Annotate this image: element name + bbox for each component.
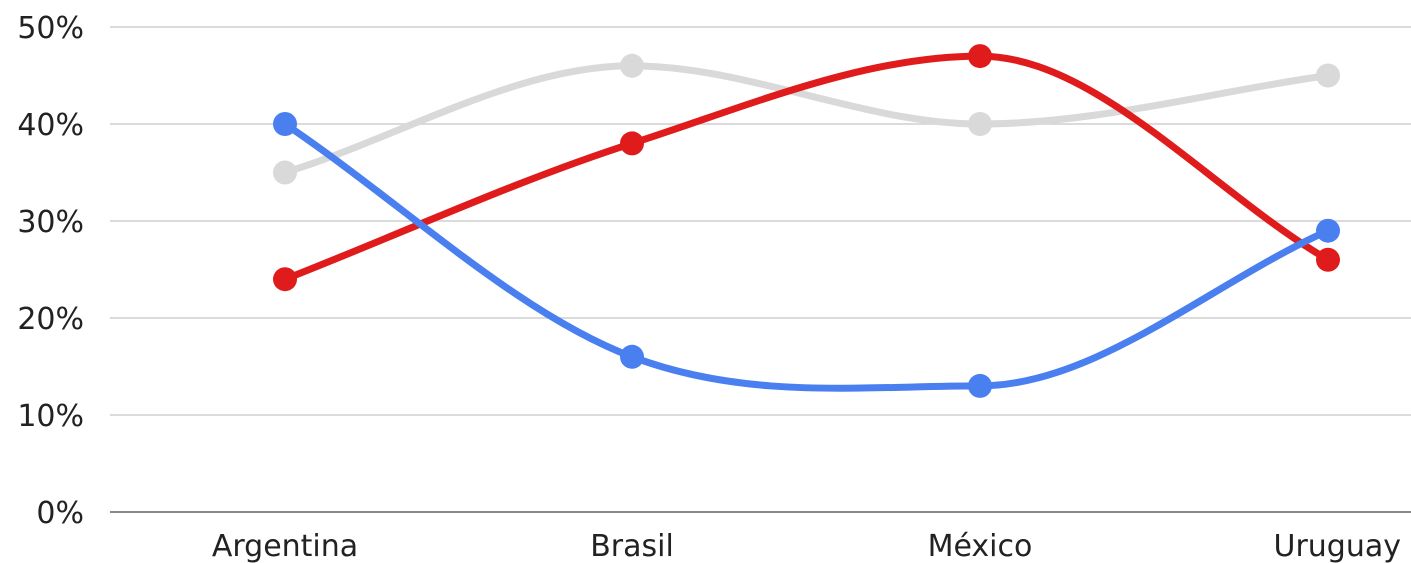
grid-lines [110,26,1411,416]
series-3-point-argentina [273,112,297,136]
x-axis-tick-labels: Argentina Brasil México Uruguay [212,529,1401,563]
series-1-point-méxico [968,112,992,136]
series-2-point-brasil [620,131,644,156]
series-1-point-argentina [273,160,297,185]
series-line-3 [281,120,1332,392]
series-points [273,44,1340,398]
y-tick-label: 10% [17,399,84,434]
y-tick-label: 30% [17,205,84,240]
x-tick-label: México [928,529,1033,563]
x-tick-label: Argentina [212,529,358,563]
series-line-2 [281,52,1332,283]
x-tick-label: Uruguay [1274,529,1402,563]
y-tick-label: 0% [36,496,84,531]
series-1-point-brasil [620,53,644,78]
series-3-point-brasil [620,344,644,369]
y-tick-label: 40% [17,108,84,143]
series-lines [281,52,1332,392]
y-axis-tick-labels: 0% 10% 20% 30% 40% 50% [17,11,84,531]
series-2-point-méxico [968,44,992,69]
series-2-point-uruguay [1316,247,1340,272]
series-1-point-uruguay [1316,63,1340,88]
series-2-point-argentina [273,267,297,292]
series-line-1 [281,62,1332,176]
series-3-point-méxico [968,373,992,398]
y-tick-label: 20% [17,302,84,337]
series-3-point-uruguay [1316,218,1340,243]
y-tick-label: 50% [17,11,84,46]
x-tick-label: Brasil [590,529,674,563]
